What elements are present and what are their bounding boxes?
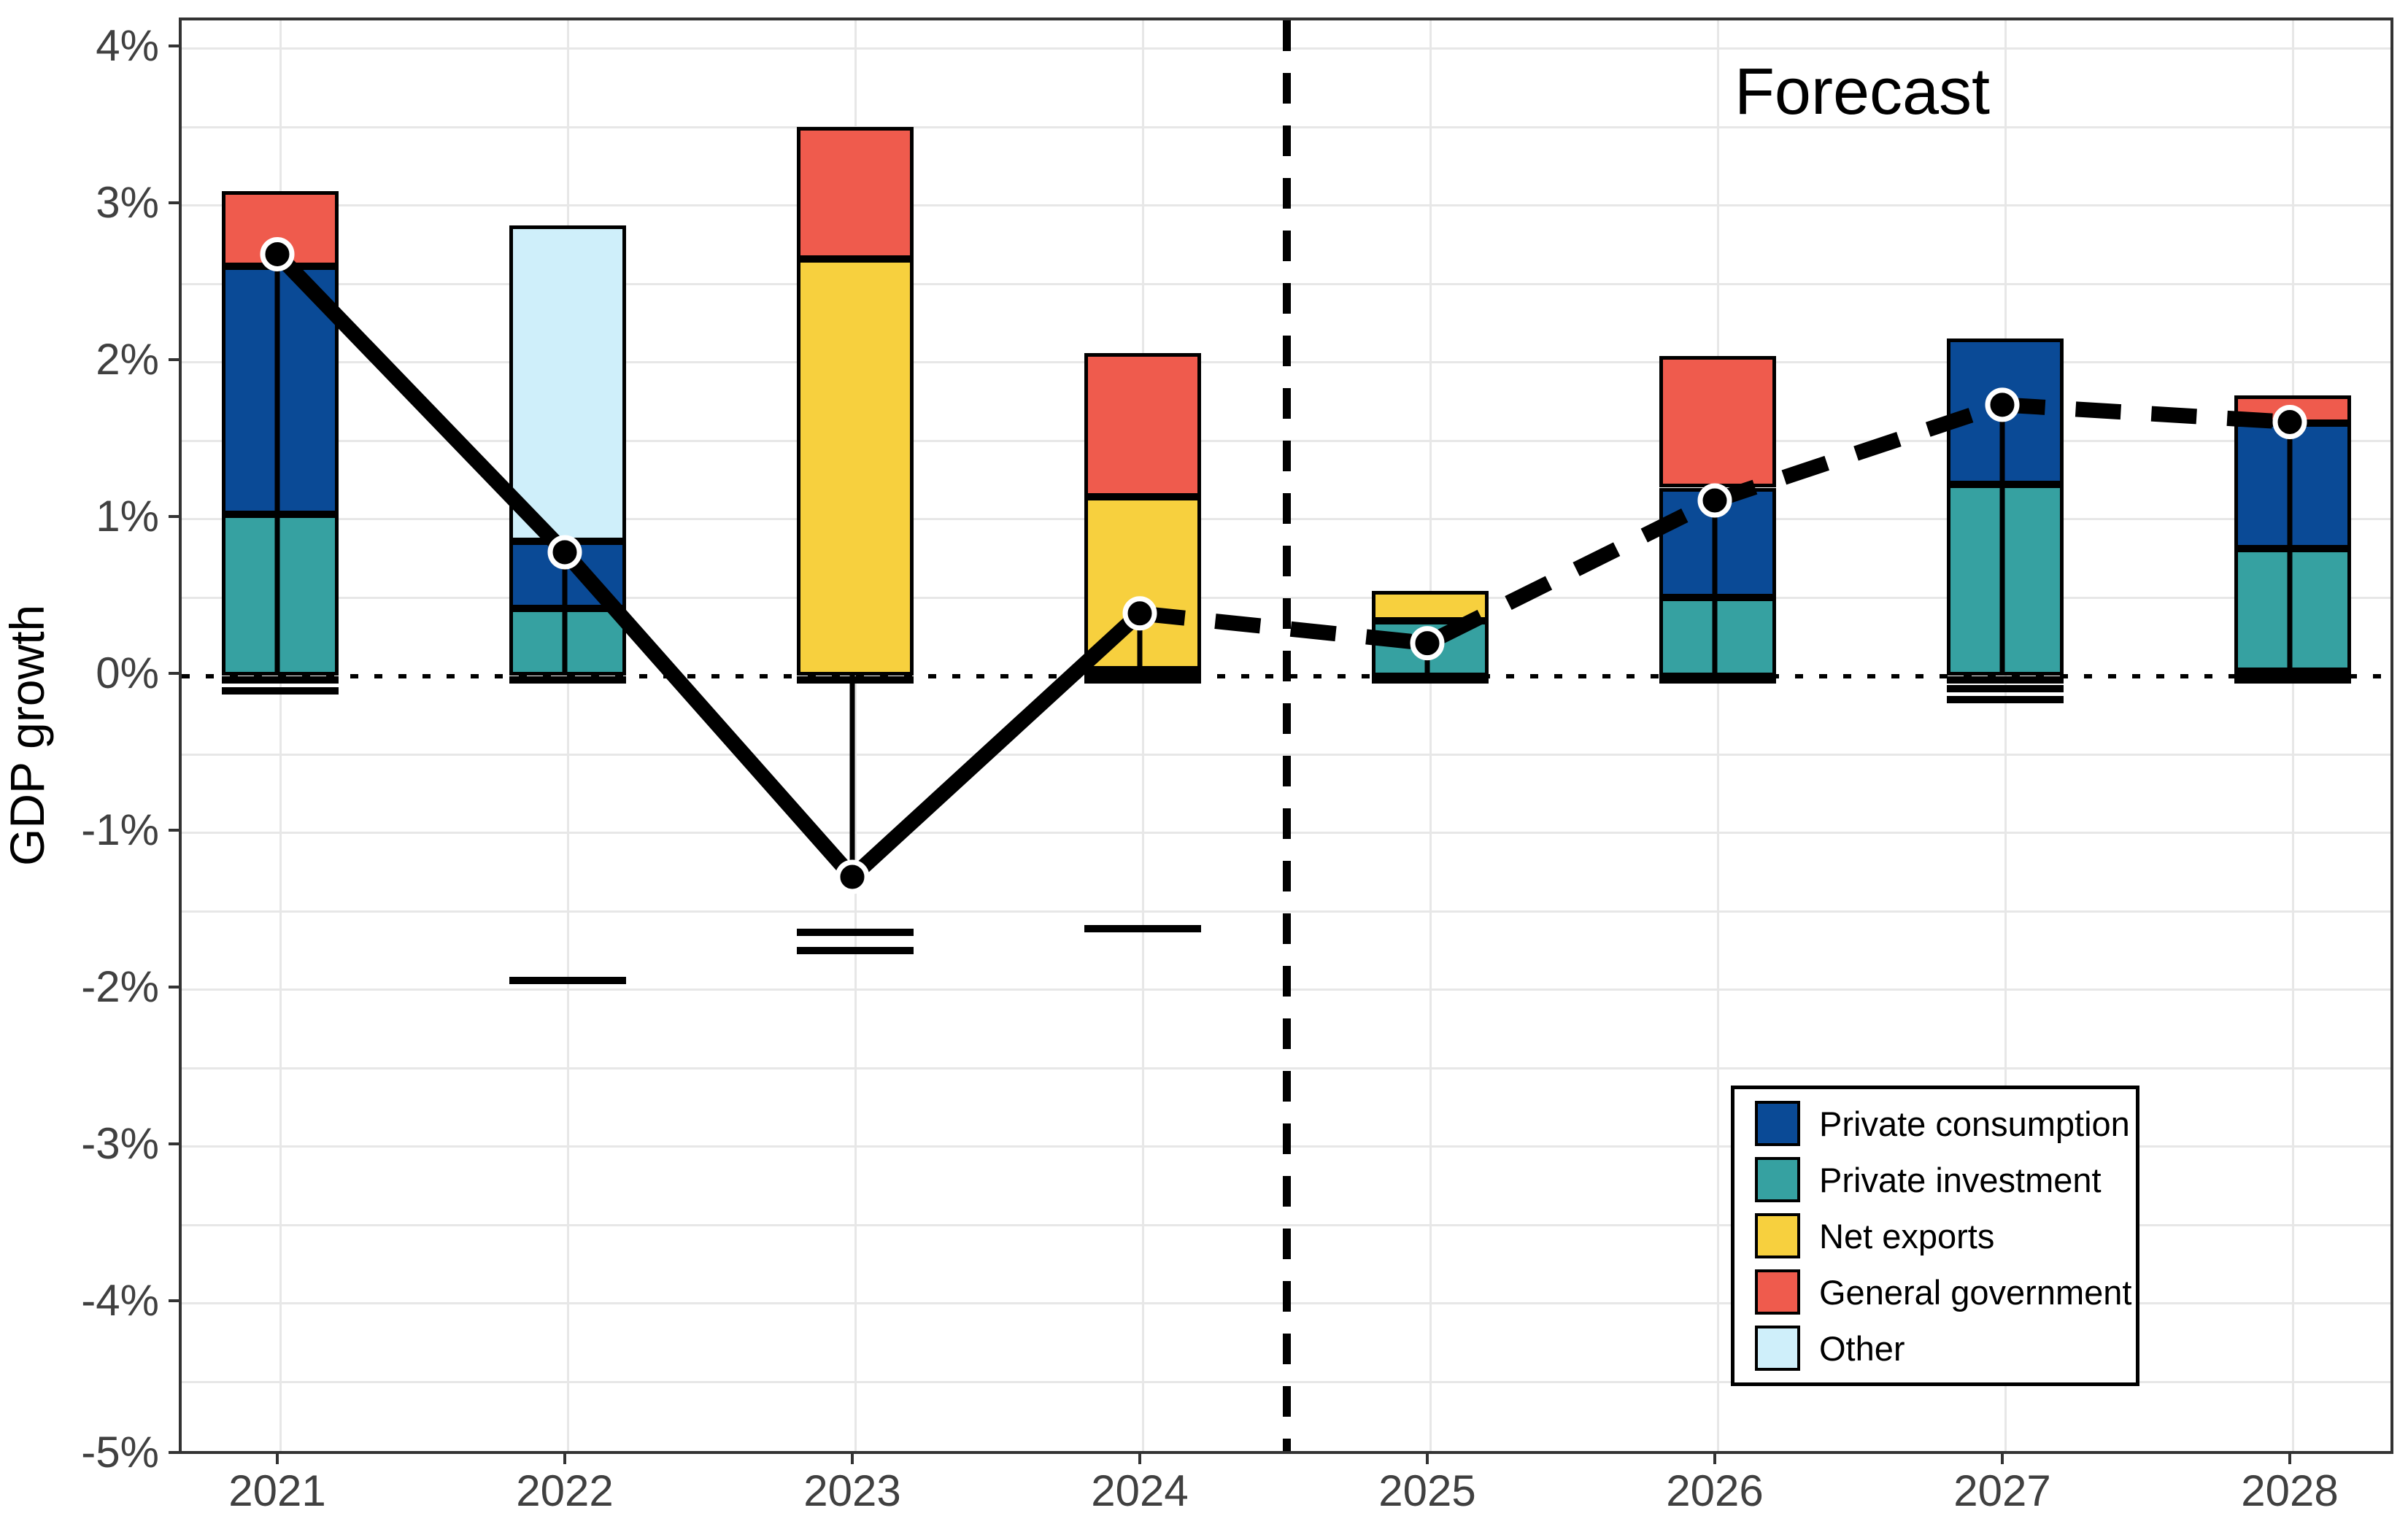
y-tick--5 [169, 1451, 179, 1454]
legend-label-consumption: Private consumption [1819, 1104, 2130, 1143]
y-tick-1 [169, 514, 179, 518]
x-tick-label-2026: 2026 [1666, 1466, 1764, 1515]
bar-2026-government [1659, 355, 1776, 488]
y-tick-label-1: 1% [96, 491, 159, 541]
legend-label-government: General government [1819, 1272, 2132, 1312]
x-tick-2021 [276, 1454, 279, 1464]
bar-2024-net_exports [1084, 497, 1201, 670]
y-tick-4 [169, 44, 179, 47]
legend-key-consumption [1755, 1101, 1800, 1146]
bar-2027-other [1947, 676, 2064, 684]
y-tick-label--3: -3% [81, 1118, 159, 1168]
y-tick-label-4: 4% [96, 20, 159, 70]
y-tick--2 [169, 985, 179, 989]
bar-2026-consumption [1659, 487, 1776, 597]
y-tick--1 [169, 828, 179, 832]
gridline-x-2025 [1429, 20, 1432, 1451]
legend-key-net_exports [1755, 1213, 1800, 1258]
y-tick--4 [169, 1299, 179, 1302]
y-tick--3 [169, 1142, 179, 1145]
x-tick-label-2025: 2025 [1378, 1466, 1476, 1515]
gridline-x-2026 [1716, 20, 1719, 1451]
bar-2023-other [797, 947, 914, 955]
legend-key-other [1755, 1326, 1800, 1371]
x-tick-2025 [1426, 1454, 1429, 1464]
bar-2027-investment [1947, 484, 2064, 676]
bar-2027-government [1947, 696, 2064, 704]
bar-2025-investment [1372, 621, 1489, 676]
y-tick-label--4: -4% [81, 1275, 159, 1325]
gridline-x-2028 [2291, 20, 2294, 1451]
bar-2027-consumption [1947, 338, 2064, 485]
bar-2023-consumption [797, 928, 914, 936]
bar-2023-net_exports [797, 258, 914, 676]
x-tick-label-2024: 2024 [1091, 1466, 1189, 1515]
legend-item-government: General government [1755, 1269, 2136, 1315]
x-tick-label-2022: 2022 [516, 1466, 614, 1515]
bar-2026-investment [1659, 597, 1776, 676]
x-tick-2027 [2001, 1454, 2004, 1464]
forecast-label: Forecast [1734, 55, 1991, 128]
y-tick-label--1: -1% [81, 805, 159, 854]
y-tick-0 [169, 671, 179, 675]
y-tick-label-3: 3% [96, 177, 159, 227]
bar-2024-government [1084, 352, 1201, 498]
bar-2022-investment [509, 608, 626, 676]
legend-item-consumption: Private consumption [1755, 1101, 2136, 1146]
legend-key-investment [1755, 1157, 1800, 1202]
bar-2027-net_exports [1947, 685, 2064, 693]
y-tick-label-0: 0% [96, 648, 159, 697]
bar-2022-other [509, 225, 626, 541]
bar-2021-government [222, 191, 339, 267]
gridline-x-2024 [1141, 20, 1144, 1451]
legend-label-net_exports: Net exports [1819, 1216, 1995, 1256]
legend-label-investment: Private investment [1819, 1160, 2102, 1199]
y-tick-3 [169, 201, 179, 204]
bar-2025-government [1372, 676, 1489, 684]
y-tick-label-2: 2% [96, 334, 159, 384]
bar-2022-consumption [509, 541, 626, 609]
legend-item-investment: Private investment [1755, 1157, 2136, 1202]
y-tick-2 [169, 357, 179, 361]
bar-2024-consumption [1084, 925, 1201, 933]
bar-2028-consumption [2234, 423, 2351, 549]
bar-2026-net_exports [1659, 676, 1776, 684]
x-tick-label-2027: 2027 [1953, 1466, 2051, 1515]
plot-panel [179, 18, 2393, 1454]
bar-2022-government [509, 977, 626, 985]
bar-2021-investment [222, 514, 339, 676]
legend: Private consumption Private investment Net… [1731, 1086, 2139, 1386]
legend-key-government [1755, 1269, 1800, 1315]
x-tick-2028 [2288, 1454, 2291, 1464]
x-tick-2022 [563, 1454, 566, 1464]
bar-2022-net_exports [509, 676, 626, 684]
x-tick-label-2028: 2028 [2241, 1466, 2339, 1515]
y-tick-label--5: -5% [81, 1428, 159, 1477]
x-tick-label-2021: 2021 [228, 1466, 326, 1515]
bar-2021-other [222, 676, 339, 684]
bar-2028-government [2234, 395, 2351, 424]
bar-2024-investment [1084, 676, 1201, 684]
x-tick-2026 [1713, 1454, 1716, 1464]
gridline-x-2027 [2004, 20, 2007, 1451]
y-tick-label--2: -2% [81, 962, 159, 1011]
bar-2028-net_exports [2234, 676, 2351, 684]
bar-2021-consumption [222, 266, 339, 515]
x-tick-label-2023: 2023 [803, 1466, 901, 1515]
legend-label-other: Other [1819, 1328, 1905, 1368]
legend-item-net_exports: Net exports [1755, 1213, 2136, 1258]
legend-item-other: Other [1755, 1326, 2136, 1371]
x-tick-2023 [851, 1454, 854, 1464]
forecast-divider-line [1282, 20, 1291, 1451]
bar-2023-investment [797, 676, 914, 684]
bar-2023-government [797, 127, 914, 259]
x-tick-2024 [1138, 1454, 1141, 1464]
y-axis-title: GDP growth [0, 604, 54, 867]
bar-2025-net_exports [1372, 591, 1489, 622]
bar-2028-investment [2234, 549, 2351, 672]
bar-2021-net_exports [222, 686, 339, 695]
